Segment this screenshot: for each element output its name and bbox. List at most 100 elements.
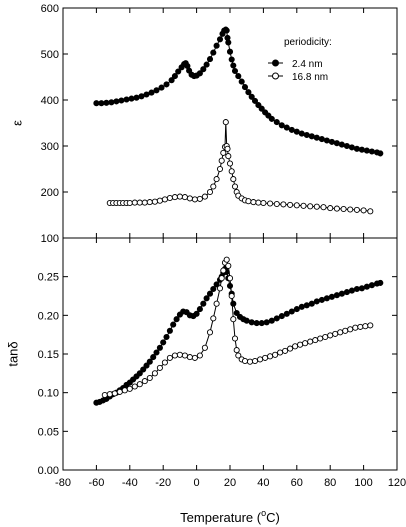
- bottom-data-point: [323, 295, 330, 302]
- bottom-data-point: [273, 315, 280, 322]
- x-tick-label: 60: [291, 477, 303, 489]
- bottom-y-tick-label: 0.05: [38, 426, 59, 438]
- top-data-point: [228, 168, 235, 175]
- bottom-data-point: [206, 290, 214, 297]
- bottom-y-tick-label: 0.20: [38, 310, 59, 322]
- top-data-point: [363, 147, 370, 154]
- bottom-data-point: [342, 327, 349, 334]
- bottom-data-point: [338, 290, 345, 297]
- top-data-point: [141, 199, 148, 206]
- top-data-point: [238, 78, 245, 85]
- top-data-point: [196, 195, 203, 202]
- top-data-point: [168, 77, 175, 84]
- top-data-point: [131, 199, 138, 206]
- top-data-point: [226, 48, 234, 55]
- top-data-point: [176, 193, 183, 200]
- top-series-16-8-nm: [106, 119, 374, 215]
- top-data-point: [293, 128, 300, 135]
- top-data-point: [181, 194, 188, 201]
- top-data-point: [225, 153, 232, 160]
- top-data-point: [347, 206, 354, 213]
- top-data-point: [245, 198, 252, 205]
- bottom-data-point: [226, 282, 234, 289]
- bottom-series-line: [104, 258, 371, 396]
- x-ticks: -80 -60 -40 -20 0 20 40 60 80 100 120: [55, 238, 406, 489]
- top-data-point: [313, 134, 320, 141]
- top-data-point: [146, 199, 153, 206]
- bottom-data-point: [228, 292, 235, 300]
- legend-marker-2-4nm: [272, 59, 279, 67]
- top-data-point: [213, 176, 220, 183]
- bottom-data-point: [160, 339, 167, 346]
- bottom-data-point: [253, 320, 260, 327]
- bottom-data-point: [317, 335, 324, 342]
- bottom-data-point: [292, 343, 299, 350]
- bottom-data-point: [287, 345, 294, 352]
- bottom-data-point: [277, 349, 284, 356]
- top-data-point: [203, 61, 210, 68]
- top-data-point: [156, 197, 163, 204]
- bottom-data-point: [327, 332, 334, 339]
- x-tick-label: -80: [55, 477, 71, 489]
- bottom-y-tick-label: 0.10: [38, 388, 59, 400]
- bottom-data-point: [348, 287, 355, 294]
- top-data-point: [161, 196, 168, 203]
- bottom-data-point: [173, 316, 180, 323]
- top-data-point: [136, 199, 143, 206]
- top-data-point: [241, 84, 249, 91]
- top-data-point: [260, 199, 267, 207]
- bottom-data-point: [337, 329, 344, 336]
- bottom-data-point: [357, 323, 364, 330]
- legend-title: periodicity:: [284, 37, 332, 48]
- bottom-data-point: [230, 316, 237, 323]
- top-data-point: [148, 89, 155, 96]
- top-data-point: [255, 199, 262, 206]
- bottom-data-point: [101, 391, 108, 399]
- top-data-point: [283, 124, 290, 131]
- bottom-data-point: [343, 289, 350, 296]
- bottom-data-point: [235, 352, 242, 359]
- legend-label-16-8nm: 16.8 nm: [292, 72, 328, 83]
- top-data-point: [210, 183, 217, 190]
- top-data-point: [171, 194, 178, 201]
- top-data-point: [353, 206, 360, 213]
- bottom-data-point: [111, 390, 118, 397]
- bottom-data-point: [246, 358, 254, 365]
- bottom-data-point: [308, 300, 315, 307]
- top-data-point: [251, 97, 259, 104]
- bottom-data-point: [293, 306, 300, 313]
- x-tick-label: 100: [354, 477, 372, 489]
- bottom-data-point: [268, 317, 275, 324]
- bottom-data-point: [347, 326, 354, 333]
- bottom-data-point: [333, 292, 340, 299]
- bottom-data-point: [150, 354, 157, 361]
- top-y-tick-label: 100: [41, 233, 59, 245]
- top-data-point: [308, 133, 315, 140]
- bottom-data-point: [143, 362, 150, 369]
- bottom-data-point: [313, 298, 320, 305]
- top-data-point: [222, 119, 229, 126]
- x-tick-label: -40: [122, 477, 138, 489]
- top-data-point: [268, 115, 275, 122]
- bottom-data-point: [201, 344, 208, 351]
- bottom-y-tick-label: 0.25: [38, 272, 59, 284]
- x-tick-label: 40: [257, 477, 269, 489]
- top-data-point: [158, 84, 165, 91]
- x-axis-label-unit: C): [266, 510, 280, 525]
- top-data-point: [273, 119, 280, 126]
- bottom-data-point: [258, 320, 265, 327]
- top-data-point: [118, 97, 125, 104]
- bottom-data-point: [218, 275, 225, 282]
- bottom-data-point: [153, 349, 160, 356]
- bottom-data-point: [203, 295, 210, 302]
- top-data-point: [318, 136, 325, 143]
- top-data-point: [93, 100, 100, 107]
- top-data-point: [201, 193, 208, 200]
- top-data-point: [307, 203, 314, 210]
- top-data-point: [191, 196, 198, 203]
- bottom-data-point: [106, 391, 113, 398]
- top-data-point: [367, 208, 374, 215]
- bottom-data-point: [196, 352, 203, 359]
- x-axis-label-degree: o: [261, 508, 266, 518]
- top-data-point: [300, 202, 307, 209]
